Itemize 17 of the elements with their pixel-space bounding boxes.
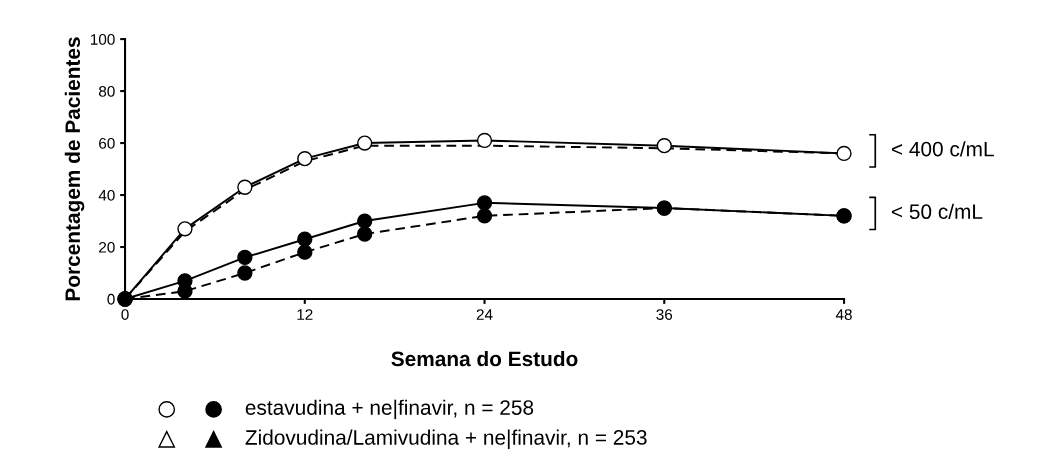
- text: < 400 c/mL: [891, 141, 994, 157]
- y-axis-title: Porcentagem de Pacientes: [64, 37, 85, 301]
- x-tick-label: 0: [121, 309, 129, 320]
- y-tick-label: 80: [98, 85, 115, 97]
- y-tick-label: 100: [91, 33, 115, 45]
- x-tick-label: 12: [297, 309, 313, 320]
- text: < 50 c/mL: [891, 203, 983, 220]
- x-axis-title: Semana do Estudo: [391, 350, 578, 367]
- text: Zidovudina/Lamivudina + ne|finavir, n = 253: [245, 429, 647, 450]
- x-tick-label: 36: [656, 309, 673, 320]
- y-tick-label: 40: [98, 189, 115, 201]
- y-tick-label: 0: [107, 293, 115, 305]
- x-tick-label: 24: [476, 309, 493, 320]
- text: estavudina + ne|finavir, n = 258: [245, 399, 534, 420]
- y-tick-label: 20: [99, 241, 115, 253]
- y-tick-label: 60: [99, 137, 115, 149]
- x-tick-label: 48: [835, 309, 852, 320]
